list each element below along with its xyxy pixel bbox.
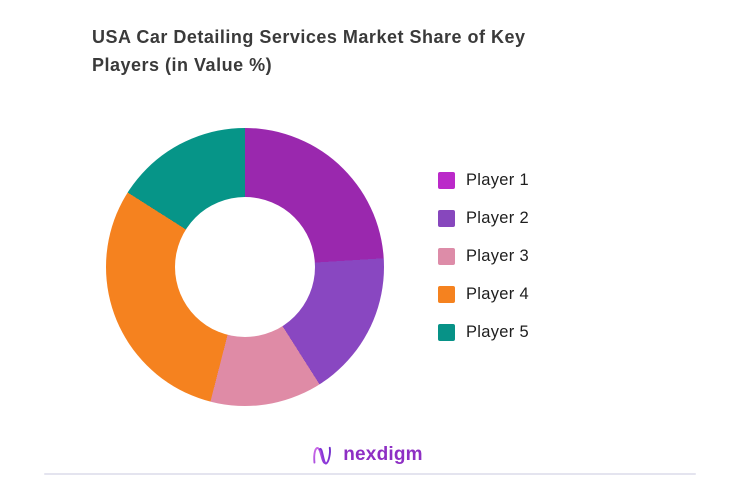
chart-title: USA Car Detailing Services Market Share … <box>92 27 526 75</box>
donut-hole <box>175 197 315 337</box>
legend-label: Player 2 <box>466 208 529 227</box>
legend-label: Player 1 <box>466 170 529 189</box>
brand-footer: nexdigm <box>0 441 733 468</box>
legend-swatch <box>438 247 455 265</box>
legend-item: Player 5 <box>438 322 529 342</box>
chart-legend: Player 1 Player 2 Player 3 Player 4 Player 5 <box>438 170 529 360</box>
legend-item: Player 3 <box>438 246 529 266</box>
legend-item: Player 1 <box>438 170 529 190</box>
legend-swatch <box>438 285 455 303</box>
brand-name: nexdigm <box>343 443 423 465</box>
legend-item: Player 4 <box>438 284 529 304</box>
nexdigm-wave-n-icon <box>313 446 332 465</box>
footer-divider <box>43 473 697 475</box>
legend-swatch <box>438 323 455 341</box>
legend-label: Player 3 <box>466 246 529 265</box>
legend-item: Player 2 <box>438 208 529 228</box>
legend-swatch <box>438 209 455 227</box>
legend-label: Player 5 <box>466 322 529 341</box>
legend-swatch <box>438 171 455 189</box>
legend-label: Player 4 <box>466 284 529 303</box>
donut-chart <box>106 128 384 406</box>
